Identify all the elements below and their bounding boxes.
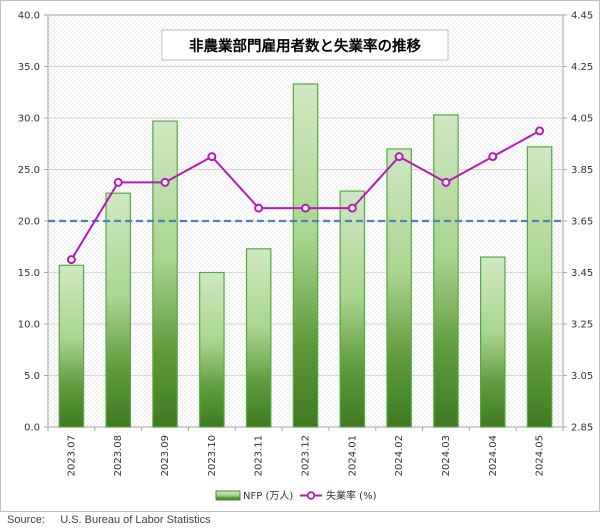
left-tick-label: 25.0 <box>18 165 40 176</box>
x-tick-label: 2024.05 <box>535 435 546 476</box>
x-tick-label: 2023.11 <box>254 435 265 476</box>
x-tick-label: 2023.10 <box>207 435 218 476</box>
left-tick-label: 10.0 <box>18 320 40 331</box>
line-point <box>535 126 545 136</box>
x-tick-label: 2023.07 <box>66 435 77 476</box>
x-axis: 2023.07 2023.08 2023.09 2023.10 2023.11 2023.… <box>47 427 564 476</box>
bar <box>199 271 225 428</box>
x-tick-label: 2024.02 <box>394 435 405 476</box>
line-series <box>66 126 545 265</box>
right-tick-label: 2.85 <box>571 423 593 434</box>
line-point <box>66 255 76 265</box>
bar-series <box>58 83 553 428</box>
line-point <box>347 203 357 213</box>
line-point <box>301 203 310 213</box>
line-point <box>113 177 123 187</box>
left-tick-label: 35.0 <box>18 62 40 73</box>
bar <box>433 114 459 428</box>
source-text: U.S. Bureau of Labor Statistics <box>60 514 211 526</box>
line-point <box>160 177 170 187</box>
bar <box>292 83 319 428</box>
right-tick-label: 4.45 <box>571 11 593 22</box>
legend: NFP (万人) 失業率 (%) <box>215 489 377 502</box>
x-tick-label: 2023.12 <box>301 435 312 476</box>
x-tick-label: 2023.09 <box>160 435 171 476</box>
left-tick-label: 40.0 <box>18 11 40 22</box>
x-tick-label: 2023.08 <box>113 435 124 476</box>
bar <box>339 190 366 428</box>
line-point <box>441 177 451 187</box>
line-point <box>254 203 264 213</box>
right-axis: 2.85 3.05 3.25 3.45 3.65 3.85 4.05 4.25 4.45 <box>563 11 593 434</box>
right-tick-label: 3.05 <box>571 371 593 382</box>
left-tick-label: 30.0 <box>18 114 40 125</box>
legend-label-nfp: NFP (万人) <box>243 490 293 502</box>
legend-marker-unemployment <box>306 491 316 500</box>
x-tick-label: 2024.03 <box>441 435 452 476</box>
chart-title: 非農業部門雇用者数と失業率の推移 <box>189 37 421 55</box>
right-tick-label: 3.25 <box>571 320 593 331</box>
line-point <box>394 152 404 162</box>
bar <box>480 256 506 428</box>
line-point <box>488 152 498 162</box>
bar <box>105 192 131 428</box>
left-tick-label: 5.0 <box>24 371 40 382</box>
chart-title-box: 非農業部門雇用者数と失業率の推移 <box>161 29 449 61</box>
right-tick-label: 4.25 <box>571 62 593 73</box>
bar <box>152 120 178 428</box>
bar <box>526 146 553 428</box>
left-tick-label: 20.0 <box>18 217 40 228</box>
bar <box>386 148 412 428</box>
line-point <box>207 152 217 162</box>
legend-swatch-nfp <box>215 490 241 501</box>
left-tick-label: 15.0 <box>18 268 40 279</box>
bar <box>245 248 272 428</box>
bar <box>58 264 85 428</box>
right-tick-label: 4.05 <box>571 114 593 125</box>
source-label: Source: <box>7 514 45 526</box>
source-note: Source: U.S. Bureau of Labor Statistics <box>7 514 211 526</box>
right-tick-label: 3.65 <box>571 217 593 228</box>
x-tick-label: 2024.04 <box>488 435 499 476</box>
x-tick-label: 2024.01 <box>347 435 358 476</box>
left-axis: 0.0 5.0 10.0 15.0 20.0 25.0 30.0 35.0 40.0 <box>18 11 48 434</box>
right-tick-label: 3.45 <box>571 268 593 279</box>
left-tick-label: 0.0 <box>24 423 40 434</box>
legend-label-unemployment: 失業率 (%) <box>326 489 377 502</box>
right-tick-label: 3.85 <box>571 165 593 176</box>
